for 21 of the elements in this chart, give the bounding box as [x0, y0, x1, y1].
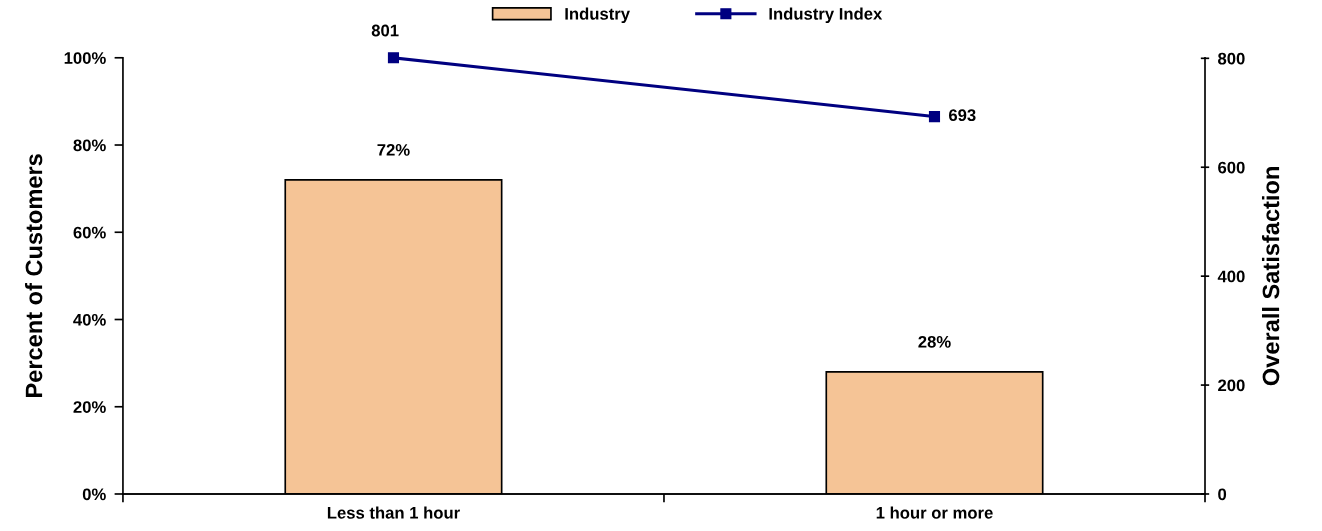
y-tick-label: 20% — [73, 401, 106, 413]
y-tick-label: 0% — [82, 488, 106, 501]
x-tick-label: 1 hour or more — [876, 506, 993, 519]
y-axis-title: Percent of Customers — [24, 154, 43, 397]
y-tick-label: 100% — [64, 52, 106, 64]
y-tick-label: 60% — [73, 226, 106, 239]
data-label: 72% — [377, 143, 410, 156]
y2-tick-label: 200 — [1218, 379, 1245, 392]
y2-tick-label: 600 — [1218, 161, 1245, 174]
y2-axis-title: Overall Satisfaction — [1261, 167, 1280, 386]
y2-tick-label: 800 — [1218, 52, 1245, 65]
y2-tick-label: 0 — [1218, 488, 1227, 501]
y-tick-label: 40% — [73, 313, 106, 326]
y-tick-label: 80% — [73, 139, 106, 152]
data-label: 801 — [371, 24, 399, 37]
legend-label: Industry Index — [769, 7, 883, 24]
data-label: 693 — [948, 109, 976, 122]
data-label: 28% — [918, 335, 951, 348]
legend-label: Industry — [565, 7, 630, 24]
x-tick-label: Less than 1 hour — [327, 506, 460, 519]
y2-tick-label: 400 — [1217, 270, 1245, 283]
